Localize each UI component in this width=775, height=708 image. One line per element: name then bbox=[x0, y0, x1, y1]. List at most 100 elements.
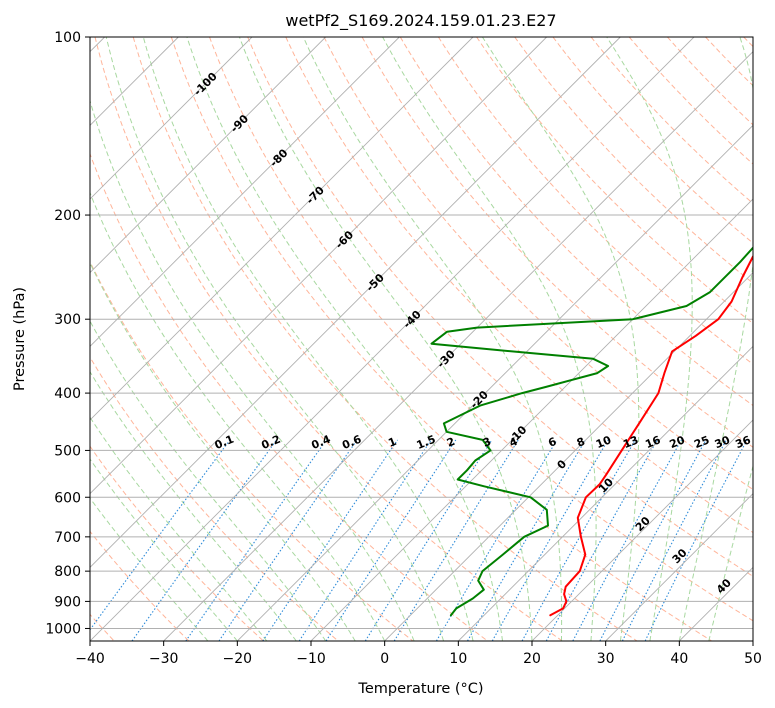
y-tick-label: 300 bbox=[54, 312, 81, 328]
moist-adiabat-line bbox=[90, 261, 356, 641]
y-axis: 100 200 300 400 500 600 700 800 900 1000 bbox=[45, 30, 90, 637]
mixing-ratio-line bbox=[572, 439, 682, 641]
dry-adiabat-line bbox=[285, 37, 753, 534]
isotherm-line bbox=[90, 37, 621, 568]
moist-adiabat-line bbox=[186, 37, 503, 641]
isotherm-line bbox=[90, 37, 253, 200]
x-tick-label: 30 bbox=[597, 651, 615, 667]
y-tick-label: 600 bbox=[54, 490, 81, 506]
y-tick-label: 100 bbox=[54, 30, 81, 46]
y-tick-label: 400 bbox=[54, 386, 81, 402]
mixing-ratio-lines bbox=[90, 439, 748, 641]
dry-adiabat-line bbox=[90, 445, 264, 641]
mixing-ratio-label: 10 bbox=[594, 433, 613, 451]
mixing-ratio-label: 30 bbox=[713, 433, 732, 451]
mixing-ratio-line bbox=[325, 439, 457, 641]
isotherm-line bbox=[237, 124, 753, 641]
y-tick-label: 200 bbox=[54, 208, 81, 224]
dry-adiabat-line bbox=[90, 356, 339, 641]
moist-adiabat-line bbox=[678, 37, 753, 641]
moist-adiabat-line bbox=[90, 191, 386, 641]
mixing-ratio-label: 20 bbox=[668, 433, 687, 451]
dry-adiabat-line bbox=[132, 37, 638, 641]
x-tick-label: −20 bbox=[223, 651, 253, 667]
isotherm-line bbox=[90, 37, 474, 421]
dry-adiabat-line bbox=[170, 37, 712, 641]
mixing-ratio-line bbox=[364, 439, 493, 641]
mixing-ratio-label: 36 bbox=[734, 433, 753, 451]
x-tick-label: 20 bbox=[523, 651, 541, 667]
dewpoint-line bbox=[430, 246, 753, 617]
x-tick-label: −40 bbox=[75, 651, 105, 667]
x-tick-label: 0 bbox=[380, 651, 389, 667]
mixing-ratio-label: 8 bbox=[575, 435, 587, 450]
dry-adiabat-line bbox=[552, 37, 753, 244]
isotherm-line bbox=[90, 37, 695, 641]
dry-adiabat-line bbox=[399, 37, 753, 407]
moist-adiabat-line bbox=[238, 37, 533, 641]
mixing-ratio-label: 1 bbox=[386, 435, 398, 450]
plot-frame bbox=[89, 36, 754, 642]
dry-adiabat-line bbox=[209, 37, 753, 622]
y-tick-label: 900 bbox=[54, 594, 81, 610]
mixing-ratio-line bbox=[185, 439, 327, 641]
y-tick-label: 800 bbox=[54, 564, 81, 580]
mixing-ratio-line bbox=[262, 439, 399, 641]
mixing-ratio-line bbox=[131, 439, 278, 641]
sounding-series bbox=[430, 246, 753, 617]
y-tick-label: 700 bbox=[54, 530, 81, 546]
moist-adiabat-line bbox=[90, 497, 209, 641]
mixing-ratio-label: 25 bbox=[692, 433, 711, 451]
pressure-gridlines bbox=[90, 37, 753, 629]
x-axis-title: Temperature (°C) bbox=[357, 681, 483, 697]
isotherm-line bbox=[605, 493, 753, 641]
y-tick-label: 1000 bbox=[45, 621, 81, 637]
isotherm-line bbox=[531, 419, 753, 641]
dry-adiabat-line bbox=[437, 37, 753, 365]
chart-title: wetPf2_S169.2024.159.01.23.E27 bbox=[285, 11, 556, 31]
x-axis: −40 −30 −20 −10 0 10 20 30 40 50 bbox=[75, 641, 762, 667]
dry-adiabat-line bbox=[514, 37, 753, 284]
x-tick-label: 50 bbox=[744, 651, 762, 667]
moist-adiabat-line bbox=[382, 37, 597, 641]
isotherms bbox=[90, 37, 753, 641]
mixing-ratio-label: 2 bbox=[445, 435, 457, 450]
dry-adiabat-line bbox=[90, 260, 414, 641]
isotherm-line bbox=[163, 51, 753, 641]
moist-adiabat-line bbox=[708, 464, 753, 641]
mixing-ratio-line bbox=[435, 439, 558, 641]
mixing-ratio-line bbox=[218, 439, 358, 641]
y-tick-label: 500 bbox=[54, 443, 81, 459]
mixing-ratio-line bbox=[621, 439, 727, 641]
moist-adiabat-line bbox=[142, 37, 474, 641]
mixing-ratio-label: 13 bbox=[621, 433, 640, 451]
dry-adiabat-line bbox=[94, 37, 563, 641]
x-tick-label: 40 bbox=[670, 651, 688, 667]
moist-adiabat-line bbox=[105, 37, 445, 641]
temperature-line bbox=[549, 254, 753, 617]
mixing-ratio-line bbox=[467, 439, 586, 641]
moist-adiabat-line bbox=[481, 37, 640, 641]
mixing-ratio-label: 3 bbox=[481, 435, 493, 450]
isotherm-line bbox=[458, 345, 753, 641]
moist-adiabat-line bbox=[90, 320, 327, 641]
dry-adiabat-line bbox=[90, 530, 190, 641]
y-axis-title: Pressure (hPa) bbox=[12, 287, 28, 391]
mixing-ratio-line bbox=[599, 439, 707, 641]
dry-adiabat-line bbox=[323, 37, 753, 491]
dry-adiabat-line bbox=[247, 37, 753, 577]
x-tick-label: 10 bbox=[449, 651, 467, 667]
isotherm-line bbox=[90, 37, 547, 495]
moist-adiabat-line bbox=[302, 37, 563, 641]
isotherm-line bbox=[310, 198, 753, 641]
mixing-ratio-line bbox=[545, 439, 658, 641]
dry-adiabat-line bbox=[628, 37, 753, 165]
isotherm-line bbox=[90, 37, 400, 347]
isotherm-line bbox=[90, 37, 326, 274]
x-tick-label: −10 bbox=[296, 651, 326, 667]
isotherm-line bbox=[384, 272, 753, 641]
mixing-ratio-line bbox=[298, 439, 432, 641]
mixing-ratio-label: 16 bbox=[643, 433, 662, 451]
